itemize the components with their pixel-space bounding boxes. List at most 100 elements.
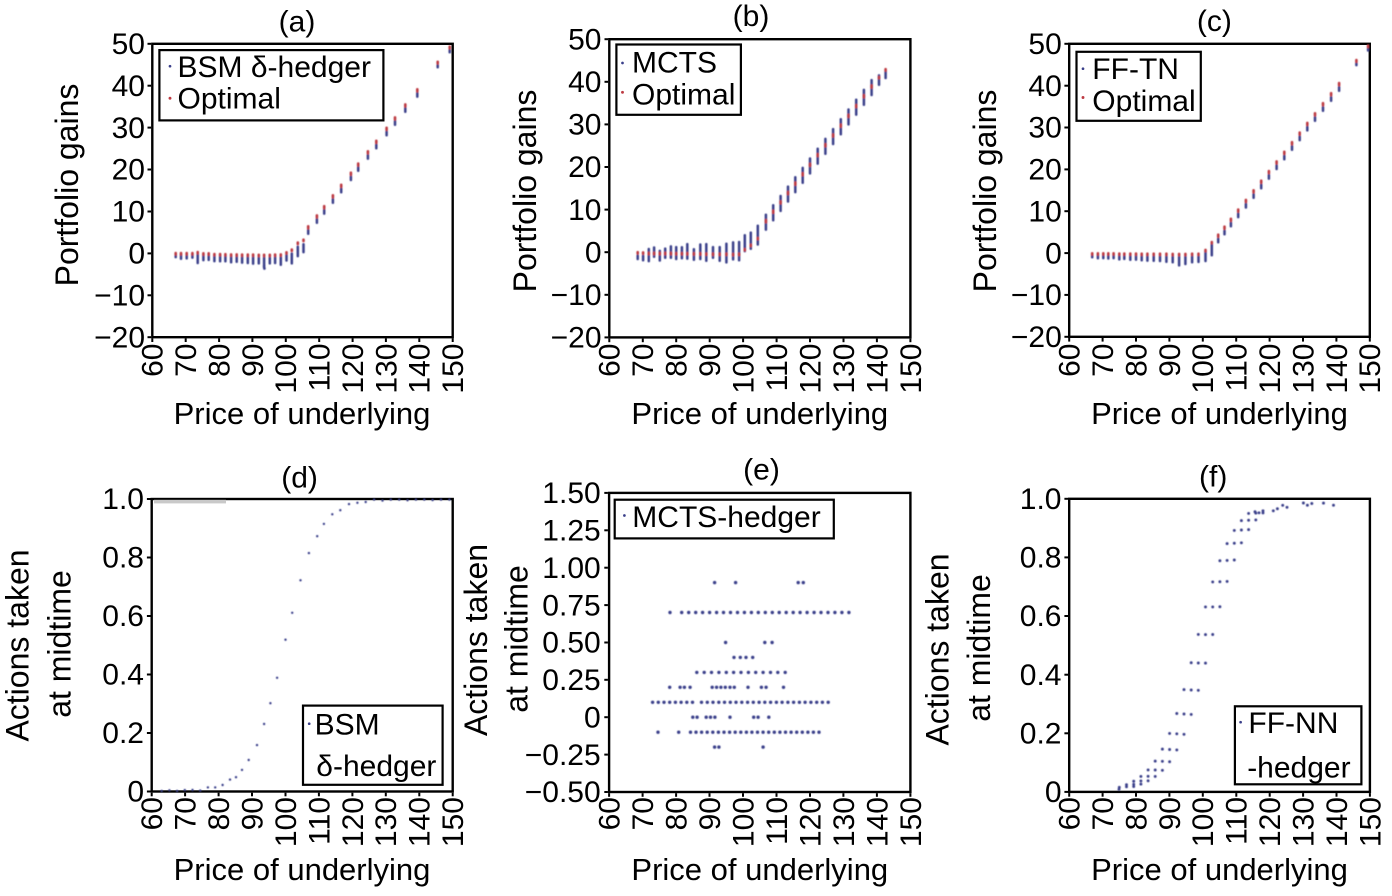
svg-text:70: 70 <box>627 344 660 377</box>
svg-text:0.8: 0.8 <box>1020 542 1062 575</box>
svg-text:(b): (b) <box>733 0 770 33</box>
svg-text:Portfolio gains: Portfolio gains <box>507 90 543 293</box>
svg-text:80: 80 <box>1120 344 1153 377</box>
svg-text:120: 120 <box>794 344 827 394</box>
svg-text:MCTS: MCTS <box>632 47 717 80</box>
svg-text:130: 130 <box>828 797 861 847</box>
svg-text:1.0: 1.0 <box>1020 483 1062 516</box>
svg-text:90: 90 <box>694 797 727 830</box>
svg-text:BSM: BSM <box>315 708 380 741</box>
svg-text:100: 100 <box>1187 797 1220 847</box>
svg-text:0.8: 0.8 <box>102 542 144 575</box>
svg-text:80: 80 <box>204 344 237 377</box>
svg-text:-hedger: -hedger <box>1247 751 1350 784</box>
svg-text:Price of underlying: Price of underlying <box>1091 396 1348 431</box>
svg-text:Price of underlying: Price of underlying <box>1091 852 1348 887</box>
svg-text:0.6: 0.6 <box>1020 600 1062 633</box>
svg-text:40: 40 <box>112 70 145 103</box>
svg-text:130: 130 <box>828 344 861 394</box>
svg-text:30: 30 <box>112 112 145 145</box>
svg-text:120: 120 <box>337 797 370 847</box>
svg-text:100: 100 <box>270 344 303 394</box>
svg-text:Price of underlying: Price of underlying <box>174 852 431 887</box>
svg-text:50: 50 <box>1028 28 1061 61</box>
svg-text:Optimal: Optimal <box>178 83 281 116</box>
svg-text:130: 130 <box>370 344 403 394</box>
svg-text:1.0: 1.0 <box>102 483 144 516</box>
svg-text:10: 10 <box>1028 195 1061 228</box>
svg-text:120: 120 <box>1254 344 1287 394</box>
svg-text:−10: −10 <box>94 280 145 313</box>
svg-text:−0.50: −0.50 <box>525 776 601 809</box>
svg-text:0: 0 <box>1045 237 1062 270</box>
svg-text:at midtime: at midtime <box>42 570 78 718</box>
svg-text:Price of underlying: Price of underlying <box>631 852 888 887</box>
svg-text:140: 140 <box>404 797 437 847</box>
svg-text:150: 150 <box>895 797 928 847</box>
svg-text:BSM δ-hedger: BSM δ-hedger <box>178 51 371 84</box>
svg-text:150: 150 <box>437 344 470 394</box>
svg-text:110: 110 <box>1221 344 1254 392</box>
svg-text:1.25: 1.25 <box>542 515 600 548</box>
svg-text:0.75: 0.75 <box>542 589 600 622</box>
svg-text:120: 120 <box>1254 797 1287 847</box>
svg-text:Actions taken: Actions taken <box>920 553 956 745</box>
svg-text:(d): (d) <box>281 461 318 494</box>
svg-text:110: 110 <box>761 797 794 845</box>
svg-text:60: 60 <box>594 344 627 377</box>
svg-text:150: 150 <box>895 344 928 394</box>
svg-text:130: 130 <box>370 797 403 847</box>
svg-text:70: 70 <box>170 344 203 377</box>
svg-text:0: 0 <box>128 238 145 271</box>
svg-text:120: 120 <box>337 344 370 394</box>
svg-text:FF-NN: FF-NN <box>1248 707 1338 740</box>
svg-text:150: 150 <box>437 797 470 847</box>
svg-text:−20: −20 <box>1011 321 1062 354</box>
svg-text:0.2: 0.2 <box>102 717 144 750</box>
svg-text:20: 20 <box>568 151 601 184</box>
svg-text:0.6: 0.6 <box>102 600 144 633</box>
svg-text:0: 0 <box>127 776 144 809</box>
svg-text:FF-TN: FF-TN <box>1092 53 1179 86</box>
svg-text:140: 140 <box>1321 797 1354 847</box>
svg-text:90: 90 <box>237 344 270 377</box>
svg-text:140: 140 <box>861 344 894 394</box>
svg-text:10: 10 <box>568 194 601 227</box>
svg-text:110: 110 <box>304 344 337 392</box>
svg-text:(a): (a) <box>279 5 316 38</box>
svg-text:70: 70 <box>627 797 660 830</box>
svg-text:150: 150 <box>1354 344 1387 394</box>
svg-text:0: 0 <box>1045 776 1062 809</box>
svg-text:MCTS-hedger: MCTS-hedger <box>632 501 820 534</box>
svg-text:δ-hedger: δ-hedger <box>316 750 436 783</box>
svg-text:140: 140 <box>404 344 437 394</box>
svg-text:40: 40 <box>568 66 601 99</box>
svg-text:60: 60 <box>136 797 169 830</box>
svg-text:1.00: 1.00 <box>542 552 600 585</box>
svg-text:110: 110 <box>303 797 336 845</box>
svg-text:Portfolio gains: Portfolio gains <box>49 84 85 287</box>
svg-text:0.4: 0.4 <box>102 659 144 692</box>
svg-text:130: 130 <box>1287 344 1320 394</box>
svg-text:40: 40 <box>1028 70 1061 103</box>
svg-text:−10: −10 <box>551 279 602 312</box>
svg-text:70: 70 <box>170 797 203 830</box>
svg-text:120: 120 <box>794 797 827 847</box>
svg-text:1.50: 1.50 <box>542 477 600 510</box>
svg-text:0: 0 <box>584 701 601 734</box>
svg-text:140: 140 <box>861 797 894 847</box>
svg-text:100: 100 <box>1187 344 1220 394</box>
svg-text:70: 70 <box>1087 344 1120 377</box>
svg-text:Optimal: Optimal <box>1092 85 1195 118</box>
svg-text:Actions taken: Actions taken <box>0 549 36 741</box>
svg-text:90: 90 <box>694 344 727 377</box>
svg-text:80: 80 <box>661 797 694 830</box>
svg-text:−10: −10 <box>1011 279 1062 312</box>
svg-text:20: 20 <box>112 154 145 187</box>
svg-text:10: 10 <box>112 196 145 229</box>
svg-text:Actions taken: Actions taken <box>458 544 494 736</box>
svg-text:100: 100 <box>727 797 760 847</box>
svg-text:80: 80 <box>1120 797 1153 830</box>
svg-text:Price of underlying: Price of underlying <box>174 396 431 431</box>
svg-text:−0.25: −0.25 <box>525 739 601 772</box>
